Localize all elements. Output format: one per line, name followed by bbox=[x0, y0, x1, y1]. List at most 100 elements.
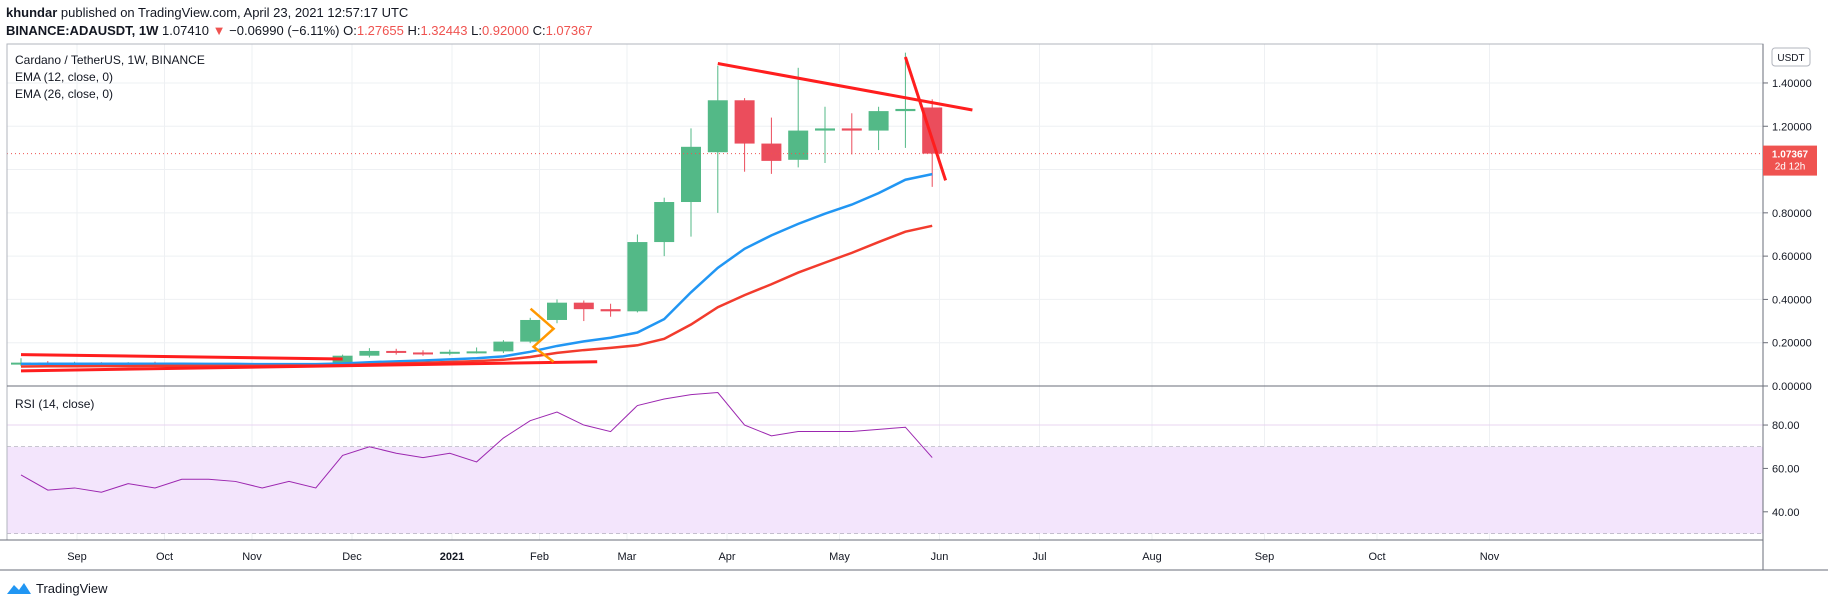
price-tick-label: 0.40000 bbox=[1772, 294, 1812, 306]
candle bbox=[520, 317, 541, 344]
candle bbox=[734, 98, 755, 172]
currency-badge[interactable]: USDT bbox=[1771, 47, 1811, 67]
time-tick-label: Oct bbox=[1368, 551, 1385, 563]
time-tick-label: Nov bbox=[242, 551, 262, 563]
candle-body bbox=[734, 100, 755, 144]
time-tick-label: Jun bbox=[931, 551, 949, 563]
candle bbox=[439, 349, 460, 356]
ema26-line bbox=[20, 224, 933, 368]
candle-body bbox=[520, 319, 541, 342]
candle-body bbox=[600, 309, 621, 312]
time-tick-label: 2021 bbox=[440, 551, 464, 563]
candle bbox=[359, 348, 380, 358]
price-tick-label: 0.00000 bbox=[1772, 381, 1812, 393]
breakout-marker[interactable] bbox=[529, 307, 556, 363]
candle-body bbox=[493, 341, 514, 352]
candle bbox=[573, 300, 594, 322]
candle-body bbox=[707, 100, 728, 153]
candle-body bbox=[439, 351, 460, 354]
trendline[interactable] bbox=[717, 62, 973, 112]
candle bbox=[466, 347, 487, 354]
candle bbox=[547, 299, 567, 324]
symbol-label: BINANCE:ADAUSDT, 1W bbox=[6, 23, 159, 38]
trendline[interactable] bbox=[903, 56, 948, 181]
chart-header: khundar published on TradingView.com, Ap… bbox=[6, 4, 593, 40]
high-label: H: bbox=[407, 23, 421, 38]
candle bbox=[600, 303, 621, 317]
candle-body bbox=[332, 355, 353, 364]
candle bbox=[788, 67, 809, 168]
time-tick-label: May bbox=[829, 551, 850, 563]
candle-body bbox=[547, 302, 567, 320]
candle bbox=[841, 113, 862, 155]
price-tick-label: 1.40000 bbox=[1772, 78, 1812, 90]
time-tick-label: Nov bbox=[1480, 551, 1500, 563]
candle bbox=[654, 197, 675, 257]
ohlc-line: BINANCE:ADAUSDT, 1W 1.07410 ▼ −0.06990 (… bbox=[6, 22, 593, 40]
legend-title: Cardano / TetherUS, 1W, BINANCE bbox=[15, 53, 205, 67]
candle-body bbox=[815, 128, 835, 131]
time-tick-label: Feb bbox=[530, 551, 549, 563]
open-label: O: bbox=[343, 23, 357, 38]
time-tick-label: Sep bbox=[67, 551, 87, 563]
legend-ema12: EMA (12, close, 0) bbox=[15, 70, 113, 84]
legend-ema26: EMA (26, close, 0) bbox=[15, 87, 113, 101]
candle bbox=[386, 348, 407, 355]
candle-body bbox=[359, 350, 380, 356]
last-price-value: 1.07367 bbox=[1772, 150, 1809, 161]
rsi-line bbox=[20, 391, 933, 493]
rsi-tick-label: 80.00 bbox=[1772, 420, 1800, 432]
rsi-tick-label: 40.00 bbox=[1772, 507, 1800, 519]
candle bbox=[761, 117, 782, 174]
price-tick-label: 1.20000 bbox=[1772, 121, 1812, 133]
countdown: 2d 12h bbox=[1775, 162, 1806, 173]
rsi-band bbox=[7, 446, 1763, 534]
candle bbox=[681, 128, 701, 237]
trendline[interactable] bbox=[20, 353, 343, 361]
candle-body bbox=[922, 107, 943, 154]
publish-line: khundar published on TradingView.com, Ap… bbox=[6, 4, 593, 22]
candle bbox=[815, 106, 835, 164]
tradingview-icon bbox=[7, 583, 31, 594]
price-tick-label: 0.60000 bbox=[1772, 251, 1812, 263]
tradingview-logo[interactable]: TradingView bbox=[6, 580, 108, 596]
time-tick-label: Mar bbox=[618, 551, 637, 563]
time-tick-label: Sep bbox=[1255, 551, 1275, 563]
high-value: 1.32443 bbox=[420, 23, 468, 38]
time-tick-label: Jul bbox=[1032, 551, 1046, 563]
candle-body bbox=[466, 351, 487, 354]
candle-body bbox=[841, 128, 862, 131]
candle-body bbox=[573, 302, 594, 310]
legend-rsi: RSI (14, close) bbox=[15, 397, 94, 411]
candle-body bbox=[627, 242, 648, 312]
publish-info: published on TradingView.com, April 23, … bbox=[60, 5, 409, 20]
rsi-tick-label: 60.00 bbox=[1772, 463, 1800, 475]
time-tick-label: Apr bbox=[718, 551, 735, 563]
low-value: 0.92000 bbox=[481, 23, 529, 38]
author-name[interactable]: khundar bbox=[6, 5, 58, 20]
candle-body bbox=[761, 143, 782, 161]
candle-body bbox=[654, 202, 675, 243]
svg-text:USDT: USDT bbox=[1777, 53, 1804, 64]
candle-body bbox=[895, 108, 916, 112]
time-tick-label: Dec bbox=[342, 551, 362, 563]
candle bbox=[895, 52, 916, 148]
close-label: C: bbox=[532, 23, 546, 38]
candle bbox=[413, 350, 433, 356]
candle bbox=[707, 65, 728, 213]
down-arrow-icon: ▼ bbox=[212, 23, 226, 38]
time-tick-label: Aug bbox=[1142, 551, 1162, 563]
candle bbox=[493, 340, 514, 354]
last-price-label: 1.07367 2d 12h bbox=[1763, 145, 1817, 176]
candle-body bbox=[788, 130, 809, 160]
open-value: 1.27655 bbox=[356, 23, 404, 38]
price-change: −0.06990 (−6.11%) bbox=[229, 23, 340, 38]
candle bbox=[627, 234, 648, 313]
candle-body bbox=[681, 146, 701, 203]
trendline[interactable] bbox=[20, 360, 598, 373]
candle-body bbox=[413, 352, 433, 355]
brand-text: TradingView bbox=[36, 580, 108, 596]
candle-body bbox=[868, 111, 889, 131]
candle-body bbox=[386, 350, 407, 353]
